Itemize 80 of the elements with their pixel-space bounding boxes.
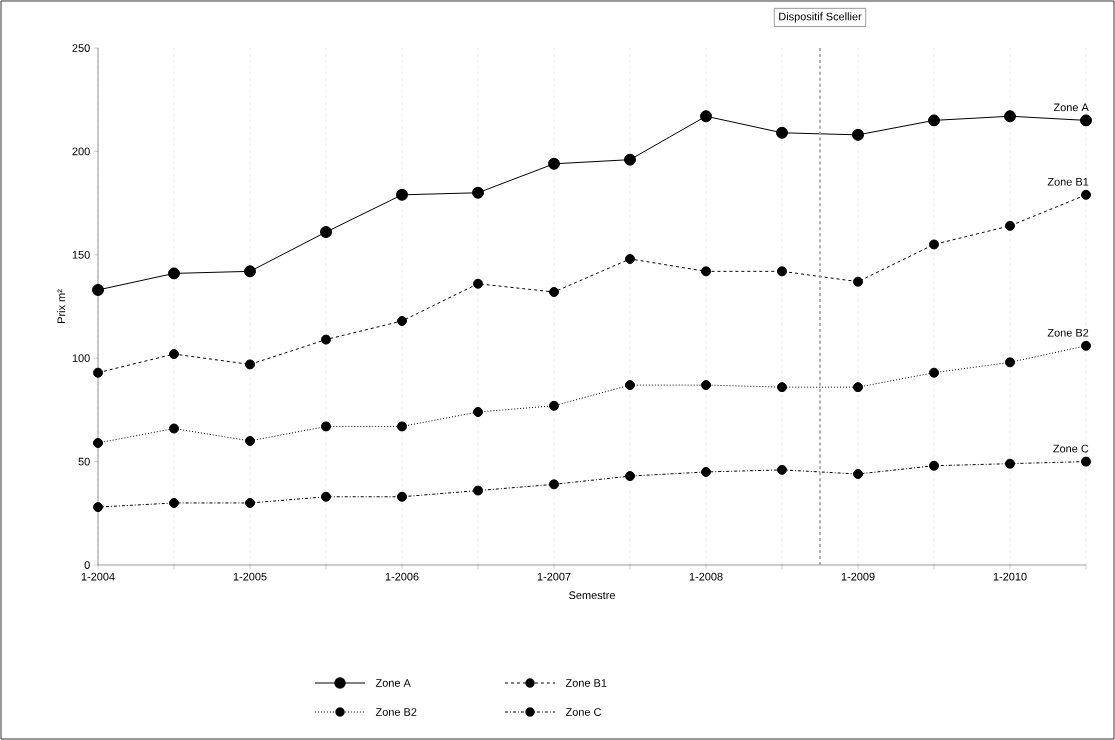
- point: [473, 278, 483, 289]
- point: [1080, 114, 1092, 127]
- text: Dispositif Scellier: [779, 12, 862, 23]
- point: [777, 266, 787, 277]
- point: [929, 239, 939, 250]
- point: [777, 464, 787, 475]
- point: [168, 267, 180, 280]
- point: [929, 460, 939, 471]
- point: [473, 406, 483, 417]
- legend-label: Zone A: [375, 679, 411, 687]
- point: [169, 497, 179, 508]
- x-tick-label: 1-2007: [537, 572, 571, 581]
- point: [397, 421, 407, 432]
- point: [1081, 456, 1091, 467]
- point: [1005, 220, 1015, 231]
- x-tick-label: 1-2004: [81, 572, 115, 581]
- legend-label: Zone C: [565, 708, 602, 716]
- point: [853, 382, 863, 393]
- point: [549, 400, 559, 411]
- text: Zone A: [1053, 103, 1089, 112]
- text: Zone C: [1053, 444, 1089, 453]
- legend-label: Zone B2: [375, 708, 417, 716]
- point: [169, 423, 179, 434]
- point: [244, 265, 256, 278]
- x-tick-label: 1-2005: [233, 572, 267, 581]
- point: [701, 266, 711, 277]
- point: [549, 287, 559, 298]
- point: [624, 153, 636, 166]
- text: Zone B2: [1047, 328, 1089, 337]
- x-tick-label: 1-2009: [841, 572, 875, 581]
- point: [93, 367, 103, 378]
- y-axis-title: Prix m²: [57, 289, 66, 323]
- point: [928, 114, 940, 127]
- point: [93, 438, 103, 448]
- point: [321, 334, 331, 345]
- point: [701, 466, 711, 477]
- point: [853, 276, 863, 287]
- point: [321, 421, 331, 432]
- point: [397, 315, 407, 326]
- point: [245, 435, 255, 446]
- point: [777, 382, 787, 393]
- y-tick-label: 0: [84, 561, 90, 569]
- point: [701, 380, 711, 391]
- point: [472, 186, 484, 199]
- point: [700, 110, 712, 123]
- y-tick-label: 100: [72, 354, 90, 363]
- point: [1081, 189, 1091, 200]
- y-tick-label: 250: [72, 44, 90, 52]
- x-axis-title: Semestre: [569, 591, 615, 600]
- point: [853, 469, 863, 479]
- point: [396, 188, 408, 201]
- y-tick-label: 50: [78, 457, 90, 466]
- point: [245, 359, 255, 370]
- point: [549, 479, 559, 490]
- legend-label: Zone B1: [565, 679, 607, 687]
- point: [929, 367, 939, 378]
- y-tick-label: 200: [72, 147, 90, 156]
- point: [1005, 458, 1015, 469]
- point: [320, 226, 332, 239]
- point: [625, 380, 635, 391]
- point: [92, 283, 104, 296]
- point: [397, 491, 407, 502]
- point: [473, 485, 483, 496]
- point: [625, 471, 635, 482]
- point: [245, 497, 255, 508]
- point: [625, 253, 635, 264]
- x-tick-label: 1-2008: [689, 572, 723, 581]
- point: [93, 502, 103, 513]
- point: [1005, 357, 1015, 368]
- point: [852, 128, 864, 141]
- point: [321, 491, 331, 502]
- point: [548, 157, 560, 170]
- point: [1081, 340, 1091, 351]
- y-tick-label: 150: [72, 250, 90, 259]
- x-tick-label: 1-2006: [385, 572, 419, 581]
- point: [776, 126, 788, 139]
- x-tick-label: 1-2010: [993, 572, 1027, 581]
- point: [169, 349, 179, 360]
- text: Zone B1: [1047, 178, 1089, 186]
- point: [1004, 110, 1016, 123]
